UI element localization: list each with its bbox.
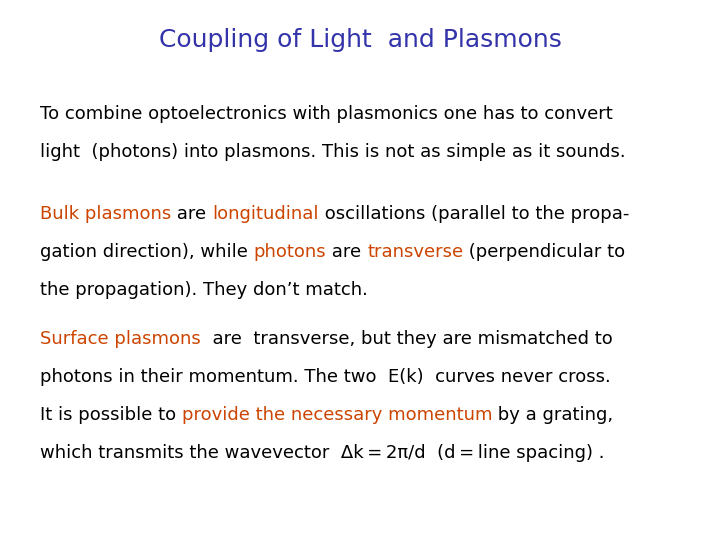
- Text: the propagation). They don’t match.: the propagation). They don’t match.: [40, 281, 368, 299]
- Text: gation direction), while: gation direction), while: [40, 243, 253, 261]
- Text: Surface plasmons: Surface plasmons: [40, 330, 201, 348]
- Text: provide the necessary momentum: provide the necessary momentum: [182, 406, 492, 424]
- Text: transverse: transverse: [367, 243, 463, 261]
- Text: It is possible to: It is possible to: [40, 406, 182, 424]
- Text: longitudinal: longitudinal: [212, 205, 319, 223]
- Text: To combine optoelectronics with plasmonics one has to convert: To combine optoelectronics with plasmoni…: [40, 105, 613, 123]
- Text: which transmits the wavevector  Δk = 2π/d  (d = line spacing) .: which transmits the wavevector Δk = 2π/d…: [40, 444, 605, 462]
- Text: oscillations (parallel to the propa-: oscillations (parallel to the propa-: [319, 205, 629, 223]
- Text: are: are: [171, 205, 212, 223]
- Text: are  transverse, but they are mismatched to: are transverse, but they are mismatched …: [201, 330, 613, 348]
- Text: by a grating,: by a grating,: [492, 406, 613, 424]
- Text: Bulk plasmons: Bulk plasmons: [40, 205, 171, 223]
- Text: (perpendicular to: (perpendicular to: [463, 243, 626, 261]
- Text: are: are: [326, 243, 367, 261]
- Text: photons in their momentum. The two  E(k)  curves never cross.: photons in their momentum. The two E(k) …: [40, 368, 611, 386]
- Text: photons: photons: [253, 243, 326, 261]
- Text: Coupling of Light  and Plasmons: Coupling of Light and Plasmons: [158, 28, 562, 52]
- Text: light  (photons) into plasmons. This is not as simple as it sounds.: light (photons) into plasmons. This is n…: [40, 143, 626, 161]
